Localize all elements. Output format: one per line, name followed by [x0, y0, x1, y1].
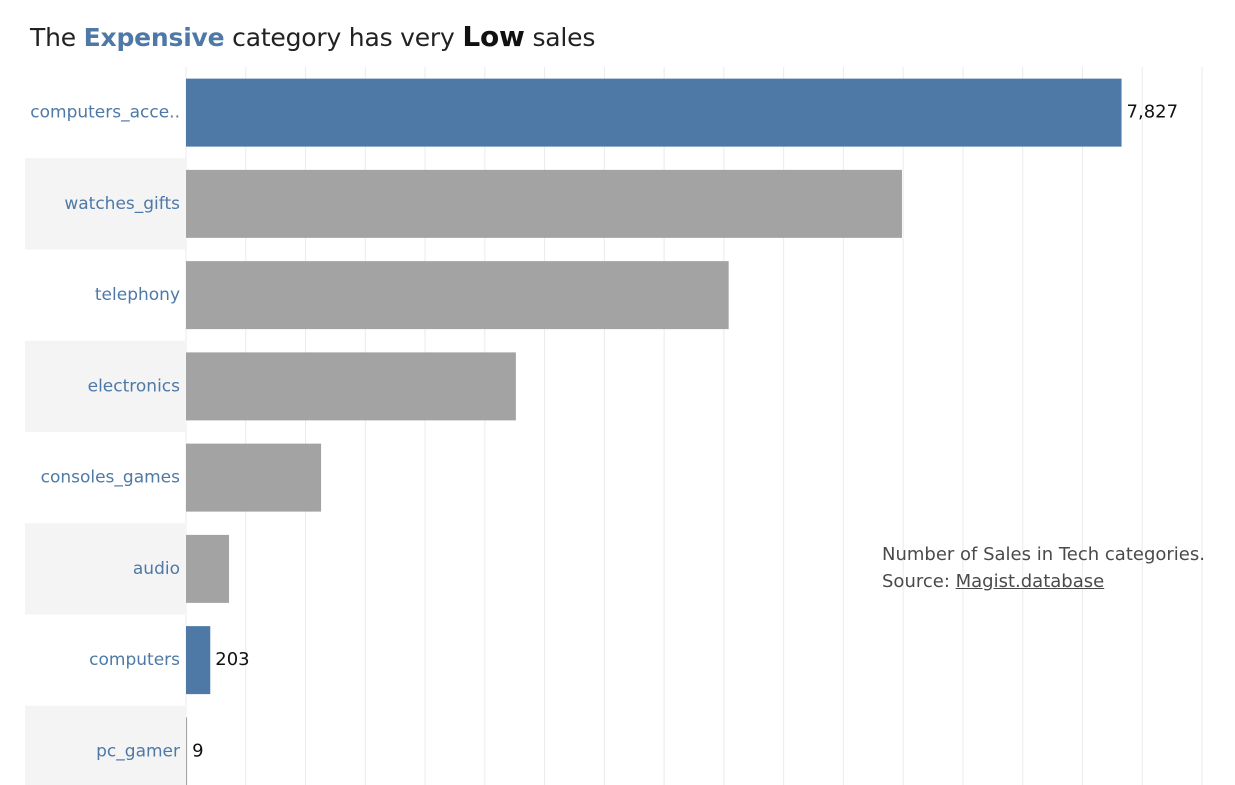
- category-label: telephony: [95, 285, 180, 305]
- row-band: [25, 340, 185, 432]
- title-highlight-low: Low: [462, 20, 525, 53]
- data-label: 7,827: [1127, 102, 1179, 123]
- row-band: [25, 523, 185, 615]
- title-prefix: The: [30, 23, 84, 52]
- bar: [186, 352, 516, 421]
- bar: [186, 78, 1122, 147]
- category-label: watches_gifts: [64, 194, 180, 214]
- category-label: pc_gamer: [96, 741, 180, 761]
- bar: [186, 443, 322, 512]
- annotation-line-1: Number of Sales in Tech categories.: [882, 544, 1205, 565]
- row-band: [25, 158, 185, 250]
- bar: [186, 626, 211, 695]
- chart-title: The Expensive category has very Low sale…: [30, 20, 595, 53]
- annotation-line-2: Source: Magist.database: [882, 568, 1205, 595]
- title-middle: category has very: [224, 23, 463, 52]
- category-label: computers: [89, 650, 180, 670]
- source-label: Source:: [882, 571, 956, 592]
- category-label: electronics: [88, 376, 181, 396]
- category-label: audio: [133, 559, 180, 579]
- row-band: [25, 705, 185, 785]
- title-suffix: sales: [524, 23, 596, 52]
- bar: [186, 534, 230, 603]
- data-label: 203: [215, 649, 249, 670]
- category-label: computers_acce..: [30, 103, 180, 123]
- chart-annotation: Number of Sales in Tech categories. Sour…: [882, 541, 1205, 595]
- bar: [186, 261, 729, 330]
- bar: [186, 169, 902, 238]
- bar: [186, 717, 188, 785]
- data-label: 9: [192, 740, 203, 761]
- source-link[interactable]: Magist.database: [955, 571, 1105, 592]
- title-highlight-expensive: Expensive: [83, 23, 225, 52]
- category-label: consoles_games: [41, 468, 181, 488]
